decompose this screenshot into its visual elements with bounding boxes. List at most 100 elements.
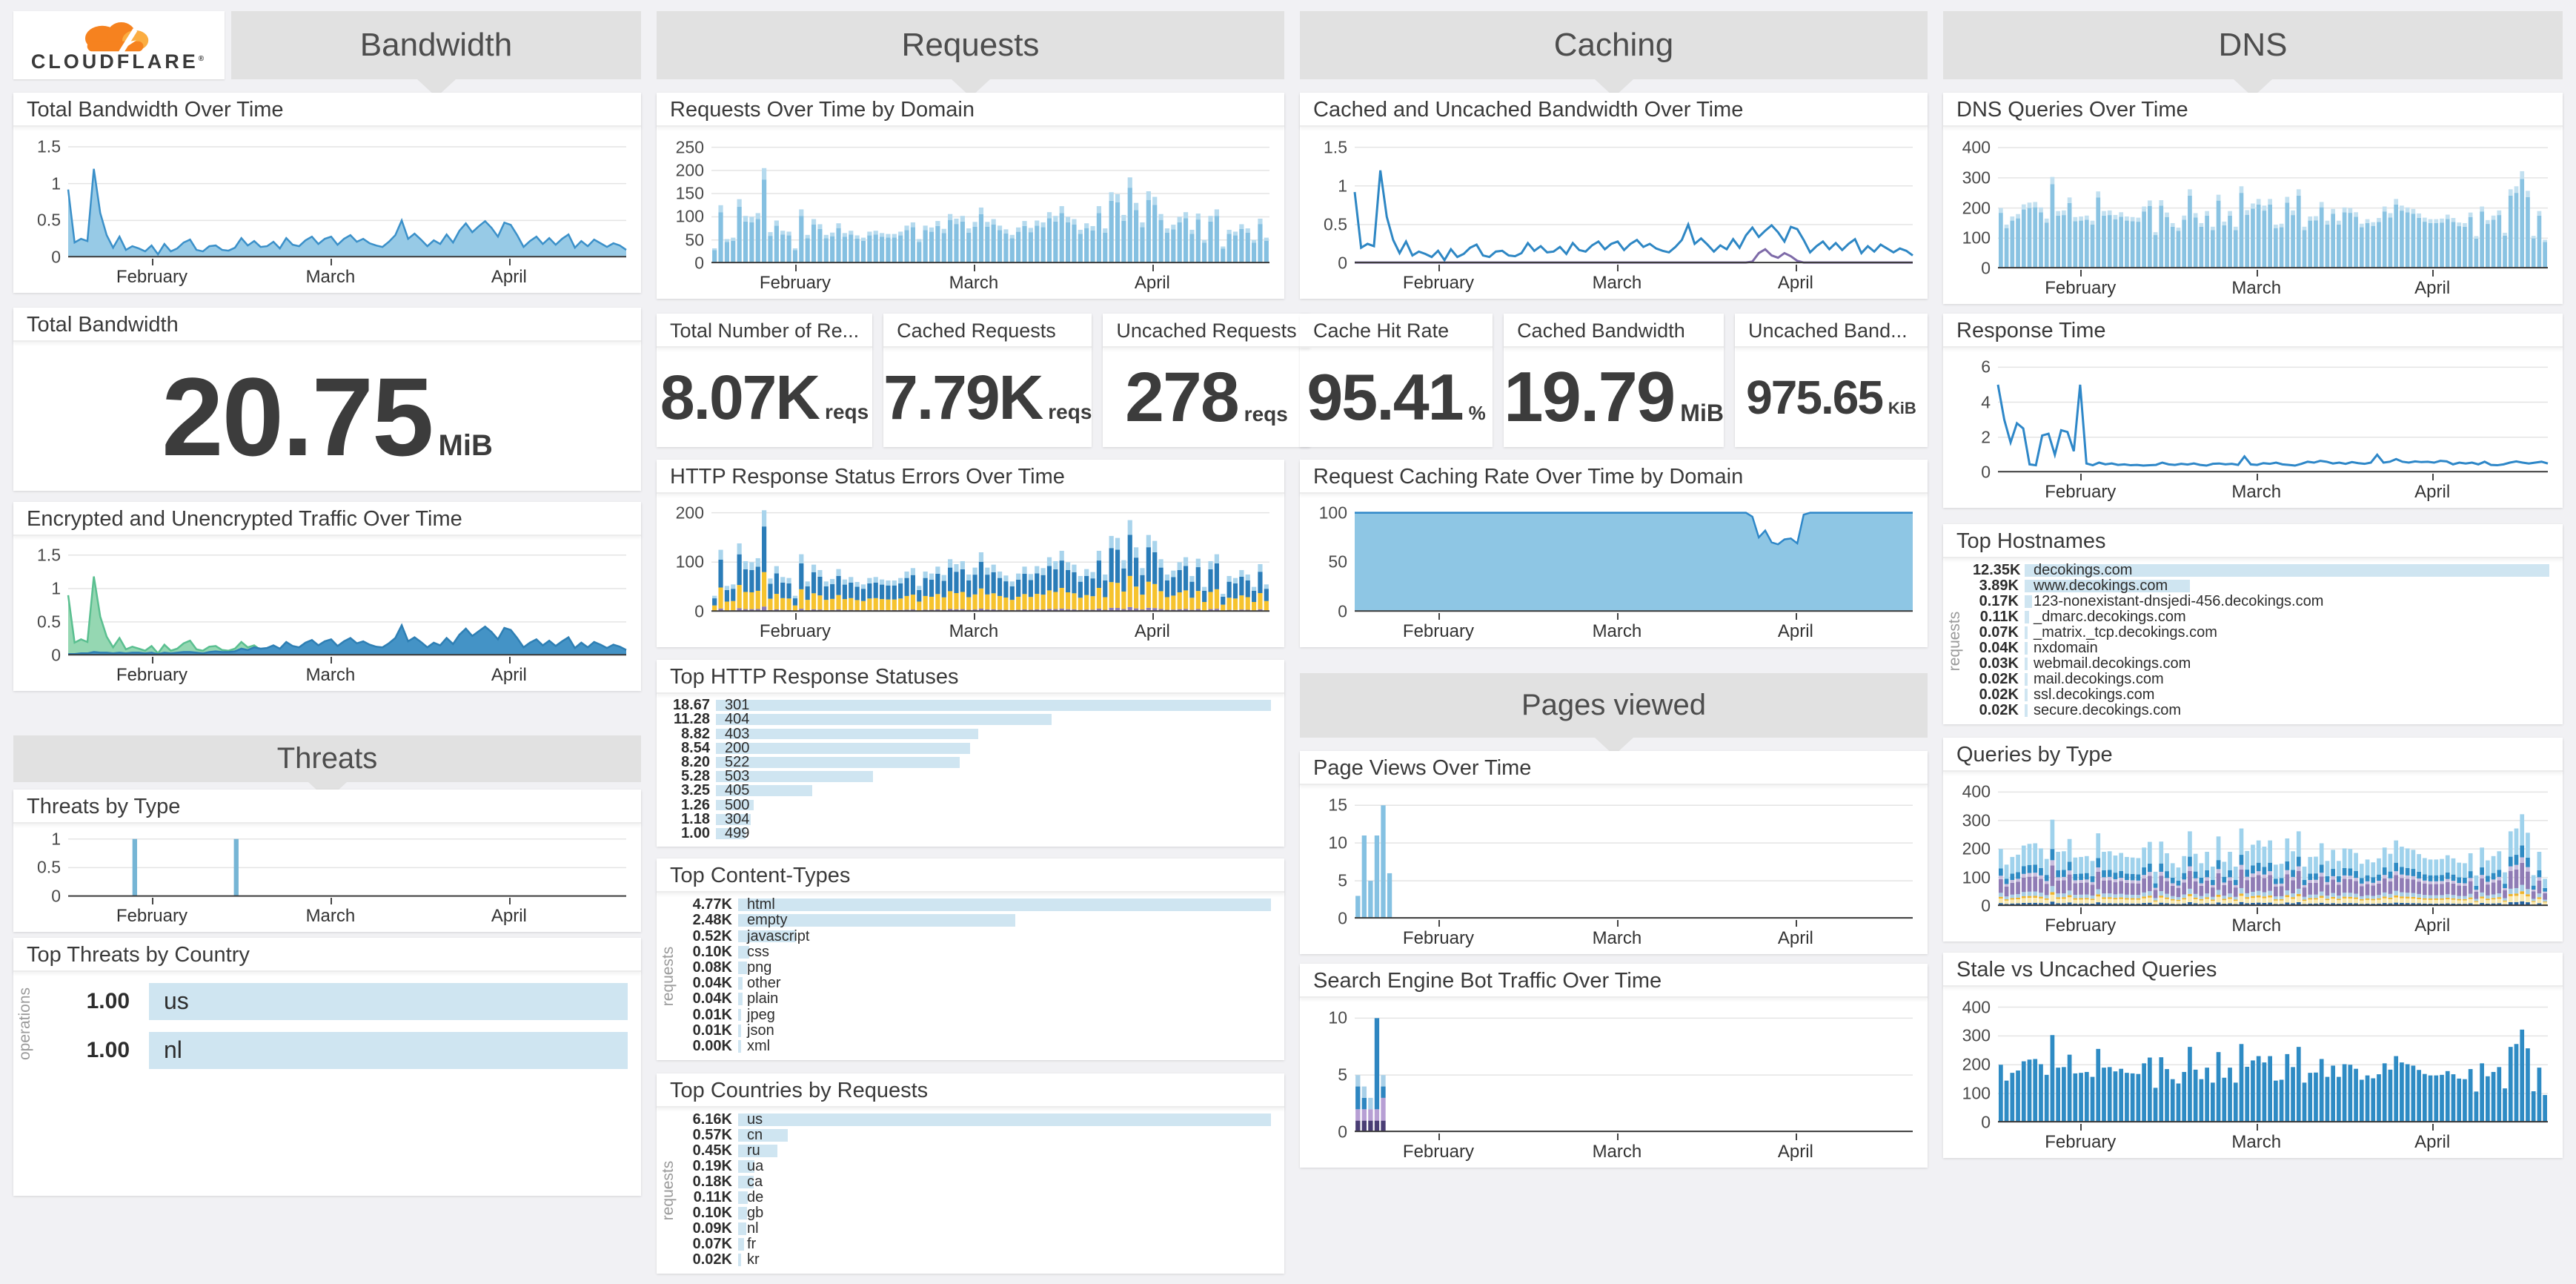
list-item: 0.57K cn xyxy=(686,1127,1271,1143)
x-axis-label: February xyxy=(759,621,831,641)
request-caching-rate-chart[interactable]: 100 50 0 February March April xyxy=(1300,494,1928,647)
list-item: 0.02K secure.decokings.com xyxy=(1973,702,2549,718)
column-requests: Requests Requests Over Time by Domain 25… xyxy=(657,0,1310,1274)
list-item-bar xyxy=(716,813,751,825)
list-item: 0.02K kr xyxy=(686,1251,1271,1268)
y-axis-tick: 10 xyxy=(1328,1007,1347,1027)
panel-uncached-requests: Uncached Requests 278 reqs xyxy=(1103,314,1310,447)
x-axis-label: February xyxy=(1402,273,1474,293)
x-axis-tick xyxy=(1438,920,1440,927)
x-axis-tick xyxy=(508,657,511,663)
x-axis-tick xyxy=(2256,270,2258,277)
threats-by-type-chart[interactable]: 1 0.5 0 February March April xyxy=(13,824,641,932)
section-header-caching: Caching xyxy=(1300,11,1928,97)
panel-title: Top HTTP Response Statuses xyxy=(657,660,1284,694)
bot-traffic-chart[interactable]: 10 5 0 February March April xyxy=(1300,998,1928,1168)
list-item-label: html xyxy=(747,896,775,913)
x-axis-label: February xyxy=(2045,278,2117,298)
list-item-value: 6.16K xyxy=(692,1111,732,1128)
list-item-label: 200 xyxy=(725,739,750,756)
list-item-value: 0.02K xyxy=(1979,686,2019,703)
stat-unit: MiB xyxy=(438,428,493,462)
x-axis-tick xyxy=(508,898,511,904)
list-item: 8.20 522 xyxy=(664,754,1271,770)
stale-queries-chart[interactable]: 400 300 200 100 0 February March April xyxy=(1943,987,2563,1158)
queries-by-type-chart[interactable]: 400 300 200 100 0 February March April xyxy=(1943,772,2563,942)
requests-over-time-chart[interactable]: 250 200 150 100 50 0 February March April xyxy=(657,127,1284,299)
section-header-pages-viewed: Pages viewed xyxy=(1300,673,1928,755)
list-item-value: 0.01K xyxy=(692,1006,732,1023)
list-item-value: 0.04K xyxy=(692,975,732,992)
list-item-bar xyxy=(738,1145,777,1157)
x-axis-label: March xyxy=(949,273,999,293)
panel-cached-bandwidth: Cached Bandwidth 19.79 MiB xyxy=(1504,314,1724,447)
cloudflare-cloud-icon xyxy=(84,21,148,53)
x-axis-label: February xyxy=(1402,1142,1474,1162)
y-axis-tick: 200 xyxy=(1962,198,1991,218)
x-axis-label: April xyxy=(1134,273,1170,293)
stat-unit: KiB xyxy=(1888,399,1916,417)
stat-value: 278 xyxy=(1125,357,1240,437)
list-item-value: 0.01K xyxy=(692,1022,732,1039)
list-item-label: 503 xyxy=(725,768,750,785)
section-header-requests: Requests xyxy=(657,11,1284,97)
x-axis-tick xyxy=(1616,613,1619,620)
list-item-label: 304 xyxy=(725,810,750,827)
y-axis-tick: 0 xyxy=(1981,1112,1991,1132)
panel-title: Total Bandwidth Over Time xyxy=(13,93,641,127)
list-item-label: ssl.decokings.com xyxy=(2034,686,2155,703)
y-axis-tick: 0.5 xyxy=(37,857,61,877)
y-axis-tick: 250 xyxy=(675,137,704,157)
y-axis-tick: 300 xyxy=(1962,1025,1991,1045)
y-axis-tick: 6 xyxy=(1981,357,1991,377)
y-axis-tick: 100 xyxy=(1318,503,1347,523)
panel-title: Cache Hit Rate xyxy=(1300,314,1493,348)
panel-title: Top Hostnames xyxy=(1943,524,2563,558)
x-axis-tick xyxy=(2256,1124,2258,1131)
list-item-label: us xyxy=(747,1111,763,1128)
y-axis-tick: 50 xyxy=(685,230,704,250)
list-item-bar xyxy=(2025,580,2190,592)
stat-unit: % xyxy=(1468,402,1486,424)
list-item-label: 499 xyxy=(725,824,750,841)
encrypted-traffic-chart[interactable]: 1.5 1 0.5 0 February March April xyxy=(13,536,641,691)
list-item-bar xyxy=(738,930,797,943)
list-item-value: 0.17K xyxy=(1979,593,2019,609)
list-item-value: 0.11K xyxy=(693,1189,732,1205)
x-axis-tick xyxy=(1616,265,1619,271)
x-axis-label: April xyxy=(1777,1142,1813,1162)
x-axis-tick xyxy=(151,657,153,663)
stat-value: 8.07K xyxy=(660,363,820,432)
list-item-bar xyxy=(2025,689,2028,701)
list-item-label: jpeg xyxy=(747,1006,775,1023)
cached-uncached-bandwidth-chart[interactable]: 1.5 1 0.5 0 February March April xyxy=(1300,127,1928,299)
list-item-bar xyxy=(716,827,746,839)
page-views-chart[interactable]: 15 10 5 0 February March April xyxy=(1300,785,1928,954)
response-time-chart[interactable]: 6 4 2 0 February March April xyxy=(1943,348,2563,508)
top-countries-list: 6.16K us 0.57K cn 0.45K ru 0.19K ua 0.18K ca 0.11K… xyxy=(657,1108,1284,1274)
panel-page-views: Page Views Over Time 15 10 5 0 February March… xyxy=(1300,751,1928,954)
list-item: 1.18 304 xyxy=(664,810,1271,827)
total-bandwidth-over-time-chart[interactable]: 1.5 1 0.5 0 February March April xyxy=(13,127,641,293)
list-item-bar xyxy=(149,1031,628,1070)
stat-value: 95.41 xyxy=(1307,360,1464,434)
list-item-value: 1.00 xyxy=(681,824,710,841)
list-item: 8.82 403 xyxy=(664,725,1271,742)
http-errors-chart[interactable]: 200 100 0 February March April xyxy=(657,494,1284,647)
y-axis-tick: 4 xyxy=(1981,392,1991,412)
dns-queries-chart[interactable]: 400 300 200 100 0 February March April xyxy=(1943,127,2563,304)
list-item-label: css xyxy=(747,943,769,960)
list-item-value: 3.25 xyxy=(681,782,710,799)
list-item: 12.35K decokings.com xyxy=(1973,562,2549,578)
list-item: 18.67 301 xyxy=(664,697,1271,713)
list-item-label: 500 xyxy=(725,796,750,813)
y-axis-tick: 0.5 xyxy=(1324,214,1347,234)
x-axis-label: February xyxy=(2045,482,2117,502)
x-axis-label: April xyxy=(1777,621,1813,641)
list-item-value: 0.57K xyxy=(692,1127,732,1143)
list-item-value: 8.82 xyxy=(681,725,710,742)
stat-value: 19.79 xyxy=(1504,357,1676,437)
list-item-label: json xyxy=(747,1022,774,1039)
x-axis-label: April xyxy=(1777,273,1813,293)
list-item-bar xyxy=(738,977,743,990)
